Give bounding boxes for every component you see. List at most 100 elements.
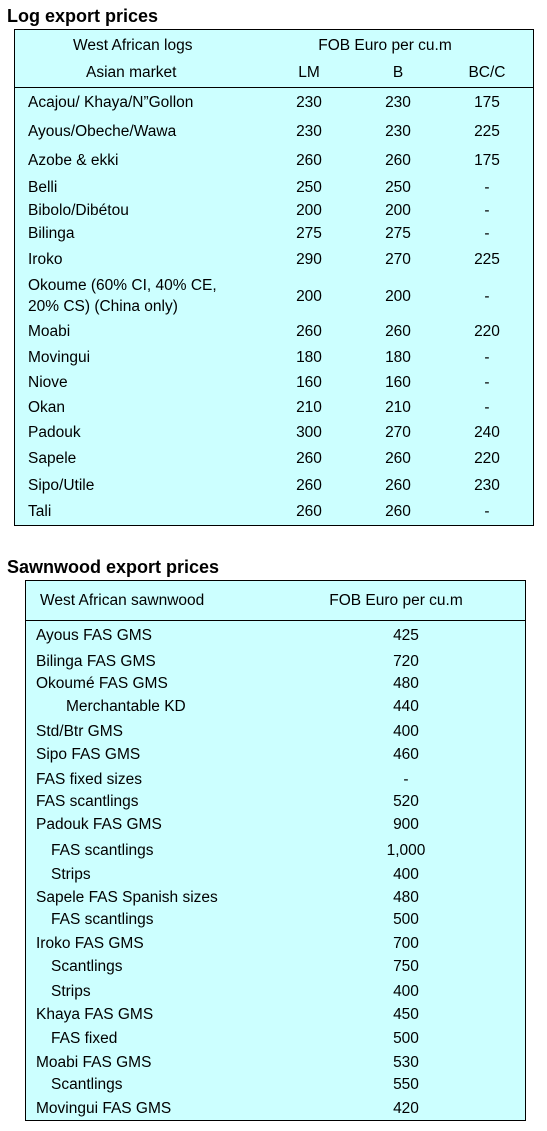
log-header-label-1: West African logs bbox=[73, 37, 193, 54]
log-row-name: Okan bbox=[28, 399, 66, 416]
sawn-row-price: 520 bbox=[393, 793, 419, 810]
log-section-title: Log export prices bbox=[7, 6, 159, 26]
sawn-row-name: Std/Btr GMS bbox=[36, 723, 123, 740]
log-row-name: Acajou/ Khaya/N”Gollon bbox=[28, 94, 194, 111]
log-row-name-line-2: 20% CS) (China only) bbox=[28, 298, 178, 315]
log-row-lm: 260 bbox=[296, 152, 322, 169]
sawn-row-price: 720 bbox=[393, 653, 419, 670]
log-row-b: 210 bbox=[385, 399, 411, 416]
log-row-bcc: - bbox=[484, 349, 490, 366]
sawn-row-price: 420 bbox=[393, 1100, 419, 1117]
sawn-row-name: FAS scantlings bbox=[36, 793, 139, 810]
log-row-bcc: 225 bbox=[474, 123, 500, 140]
log-row-b: 260 bbox=[385, 323, 411, 340]
sawn-row-name: FAS scantlings bbox=[51, 842, 154, 859]
log-row-bcc: - bbox=[484, 225, 490, 242]
sawn-row-name: FAS fixed sizes bbox=[36, 771, 142, 788]
log-row-bcc: - bbox=[484, 399, 490, 416]
log-row-bcc: - bbox=[484, 503, 490, 520]
log-row-name: Okoume (60% CI, 40% CE, bbox=[28, 277, 217, 294]
log-row-bcc: 175 bbox=[474, 152, 500, 169]
sawn-row-name: Strips bbox=[51, 866, 91, 883]
sawn-row-name: Okoumé FAS GMS bbox=[36, 675, 168, 692]
log-header-divider bbox=[15, 87, 533, 88]
log-row-lm: 260 bbox=[296, 323, 322, 340]
sawn-row-price: 480 bbox=[393, 889, 419, 906]
log-row-bcc: 175 bbox=[474, 94, 500, 111]
log-row-name: Movingui bbox=[28, 349, 91, 366]
log-row-lm: 275 bbox=[296, 225, 322, 242]
log-header-label-2: Asian market bbox=[86, 64, 177, 81]
log-header-grade-bcc: BC/C bbox=[468, 64, 506, 81]
sawn-row-price: 480 bbox=[393, 675, 419, 692]
log-row-b: 270 bbox=[385, 424, 411, 441]
log-row-lm: 260 bbox=[296, 477, 322, 494]
log-row-lm: 200 bbox=[296, 288, 322, 305]
sawn-row-name: Strips bbox=[51, 983, 91, 1000]
log-row-b: 180 bbox=[385, 349, 411, 366]
log-row-name: Tali bbox=[28, 503, 52, 520]
sawn-row-price: 425 bbox=[393, 627, 419, 644]
log-row-bcc: 230 bbox=[474, 477, 500, 494]
sawn-row-price: 400 bbox=[393, 983, 419, 1000]
log-row-lm: 260 bbox=[296, 450, 322, 467]
log-row-name: Iroko bbox=[28, 251, 63, 268]
log-row-name: Moabi bbox=[28, 323, 71, 340]
log-row-bcc: - bbox=[484, 288, 490, 305]
sawn-row-price: 550 bbox=[393, 1076, 419, 1093]
log-row-b: 260 bbox=[385, 477, 411, 494]
sawn-row-price: 750 bbox=[393, 958, 419, 975]
log-row-b: 260 bbox=[385, 450, 411, 467]
log-row-bcc: - bbox=[484, 202, 490, 219]
log-row-b: 200 bbox=[385, 202, 411, 219]
sawn-row-name: Sapele FAS Spanish sizes bbox=[36, 889, 218, 906]
sawn-row-name: Sipo FAS GMS bbox=[36, 746, 141, 763]
log-row-lm: 250 bbox=[296, 179, 322, 196]
log-header-grade-b: B bbox=[392, 64, 404, 81]
log-row-name: Sipo/Utile bbox=[28, 477, 95, 494]
log-row-lm: 180 bbox=[296, 349, 322, 366]
sawn-row-price: 700 bbox=[393, 935, 419, 952]
log-header-price-unit: FOB Euro per cu.m bbox=[318, 37, 452, 54]
log-row-b: 260 bbox=[385, 152, 411, 169]
sawn-header-label: West African sawnwood bbox=[40, 592, 205, 609]
log-row-lm: 210 bbox=[296, 399, 322, 416]
sawn-row-name: FAS fixed bbox=[51, 1030, 118, 1047]
sawn-row-name: Padouk FAS GMS bbox=[36, 816, 162, 833]
sawn-row-name: Scantlings bbox=[51, 1076, 123, 1093]
sawn-section-title: Sawnwood export prices bbox=[7, 557, 220, 577]
sawn-header-price-unit: FOB Euro per cu.m bbox=[329, 592, 463, 609]
log-row-bcc: - bbox=[484, 374, 490, 391]
log-row-b: 260 bbox=[385, 503, 411, 520]
sawn-row-name: Iroko FAS GMS bbox=[36, 935, 144, 952]
log-row-bcc: 220 bbox=[474, 450, 500, 467]
sawn-row-price: 1,000 bbox=[386, 842, 426, 859]
sawn-row-price: 400 bbox=[393, 866, 419, 883]
log-row-lm: 290 bbox=[296, 251, 322, 268]
log-row-bcc: - bbox=[484, 179, 490, 196]
log-price-table: West African logs Asian market FOB Euro … bbox=[14, 29, 534, 526]
log-row-b: 160 bbox=[385, 374, 411, 391]
sawn-row-price: 460 bbox=[393, 746, 419, 763]
log-row-name: Bibolo/Dibétou bbox=[28, 202, 129, 219]
sawn-row-price: - bbox=[403, 771, 409, 788]
log-row-b: 275 bbox=[385, 225, 411, 242]
log-row-lm: 160 bbox=[296, 374, 322, 391]
sawn-price-table: West African sawnwood FOB Euro per cu.m … bbox=[25, 580, 526, 1121]
sawn-row-price: 400 bbox=[393, 723, 419, 740]
sawn-row-name: Khaya FAS GMS bbox=[36, 1006, 154, 1023]
sawn-row-price: 440 bbox=[393, 698, 419, 715]
sawn-row-name: Merchantable KD bbox=[66, 698, 186, 715]
log-row-lm: 300 bbox=[296, 424, 322, 441]
log-row-b: 250 bbox=[385, 179, 411, 196]
log-row-lm: 260 bbox=[296, 503, 322, 520]
log-row-bcc: 240 bbox=[474, 424, 500, 441]
log-header-grade-lm: LM bbox=[298, 64, 320, 81]
sawn-row-price: 450 bbox=[393, 1006, 419, 1023]
sawn-header-divider bbox=[26, 620, 525, 621]
log-row-b: 270 bbox=[385, 251, 411, 268]
sawn-row-price: 530 bbox=[393, 1054, 419, 1071]
log-row-name: Ayous/Obeche/Wawa bbox=[28, 123, 177, 140]
sawn-row-price: 500 bbox=[393, 1030, 419, 1047]
log-row-name: Sapele bbox=[28, 450, 77, 467]
